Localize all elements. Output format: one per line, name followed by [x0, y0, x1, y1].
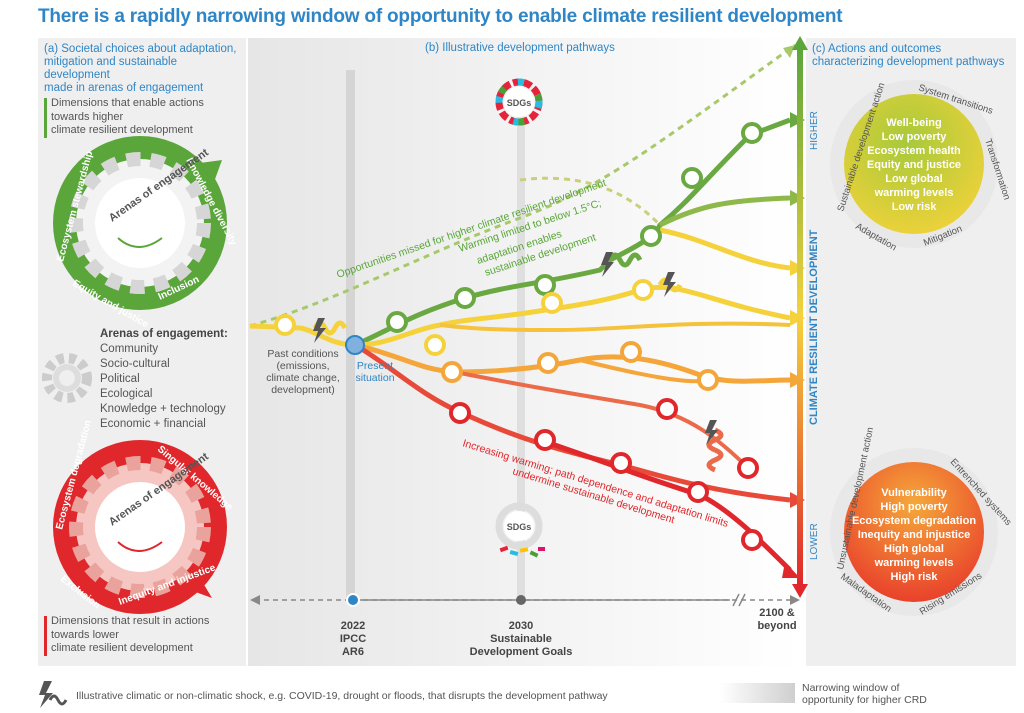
missed-branch — [519, 176, 662, 227]
good-outcome-item: Ecosystem health — [867, 145, 961, 157]
good-outcome-item: Well-being — [886, 117, 942, 129]
timeline-sub: IPCC — [339, 633, 367, 645]
arena-item: Political — [100, 373, 140, 385]
arena-item: Community — [100, 343, 159, 355]
present-line: situation — [355, 372, 395, 384]
orange-pathway — [354, 342, 791, 384]
panel-a-heading-line: made in arenas of engagement — [44, 82, 204, 94]
result-dimensions-text: Dimensions that result in actions toward… — [51, 615, 209, 656]
timeline-sub: beyond — [757, 620, 797, 632]
bad-outcome-circle — [830, 448, 998, 616]
year-2030-line — [517, 110, 525, 600]
sdg-wheel-top-icon — [495, 78, 543, 126]
good-outcomes-list: Well-being Low poverty Ecosystem health … — [854, 116, 974, 214]
higher-label: HIGHER — [809, 111, 820, 150]
present-line: Present — [356, 360, 394, 372]
green-gear-diagram — [53, 136, 227, 310]
window-legend-text: Narrowing window of opportunity for high… — [802, 682, 927, 706]
pathway-gear-icons — [274, 122, 763, 551]
enable-indicator-bar — [44, 98, 47, 138]
panel-a-heading-line: mitigation and sustainable development — [44, 56, 177, 81]
bad-outcome-item: High global — [884, 543, 944, 555]
panel-b-heading: (b) Illustrative development pathways — [425, 42, 615, 54]
arenas-heading: Arenas of engagement: — [100, 328, 228, 340]
past-conditions-label: Past conditions (emissions, climate chan… — [258, 348, 348, 396]
timeline-sub: Development Goals — [469, 646, 573, 658]
good-outcome-circle — [830, 80, 998, 248]
crd-axis-label: CLIMATE RESILIENT DEVELOPMENT — [808, 229, 820, 425]
bad-outcome-item: Vulnerability — [881, 487, 947, 499]
window-legend-line: Narrowing window of — [802, 682, 900, 694]
good-outcome-item: warming levels — [874, 187, 954, 199]
page-title: There is a rapidly narrowing window of o… — [38, 6, 843, 27]
arena-item: Economic + financial — [100, 418, 206, 430]
arenas-gear-icon — [42, 353, 92, 403]
missed-opportunity-path — [249, 43, 796, 328]
sdg-bottom-label: SDGs — [507, 522, 532, 532]
marker-2030 — [516, 595, 526, 605]
enable-line: climate resilient development — [51, 124, 193, 136]
sdg-top-label: SDGs — [507, 98, 532, 108]
shock-legend-text: Illustrative climatic or non-climatic sh… — [76, 690, 608, 702]
past-line: Past conditions — [267, 348, 339, 360]
arena-item: Ecological — [100, 388, 153, 400]
timeline-2022: 2022 IPCC AR6 — [323, 620, 383, 659]
past-line: climate change, — [266, 372, 340, 384]
arena-item: Socio-cultural — [100, 358, 170, 370]
shock-lightning-icons — [313, 252, 718, 445]
enable-dimensions-text: Dimensions that enable actions towards h… — [51, 97, 204, 138]
panel-c-heading: (c) Actions and outcomes characterizing … — [812, 43, 1016, 69]
past-line: development) — [271, 384, 335, 396]
timeline-year: 2100 & — [759, 607, 795, 619]
bad-outcome-item: warming levels — [874, 557, 954, 569]
bad-outcome-item: High poverty — [880, 501, 948, 513]
window-legend-line: opportunity for higher CRD — [802, 694, 927, 706]
timeline-2030: 2030 Sustainable Development Goals — [461, 620, 581, 659]
arenas-list: Arenas of engagement: Community Socio-cu… — [100, 327, 228, 432]
crd-axis — [797, 48, 803, 586]
good-outcome-item: Low poverty — [881, 131, 947, 143]
green-pathway — [354, 117, 791, 348]
bad-outcome-item: High risk — [890, 571, 938, 583]
result-line: towards lower — [51, 628, 119, 641]
panel-c-heading-line: characterizing development pathways — [812, 56, 1005, 68]
bad-outcome-item: Ecosystem degradation — [851, 515, 977, 527]
present-situation-node — [345, 335, 365, 355]
arena-item: Knowledge + technology — [100, 403, 226, 415]
marker-2022 — [346, 593, 360, 607]
enable-line: towards higher — [51, 110, 124, 123]
result-indicator-bar — [44, 616, 47, 656]
bad-outcomes-list: Vulnerability High poverty Ecosystem deg… — [849, 486, 979, 584]
result-line: climate resilient development — [51, 642, 193, 654]
panel-a-heading-line: (a) Societal choices about adaptation, — [44, 43, 237, 55]
red-gear-diagram — [53, 440, 227, 614]
timeline-2100: 2100 & beyond — [748, 607, 806, 633]
timeline-year: 2022 — [340, 620, 366, 632]
panel-a-heading: (a) Societal choices about adaptation, m… — [44, 43, 244, 95]
timeline-sub: AR6 — [341, 646, 364, 658]
good-outcome-item: Equity and justice — [866, 159, 962, 171]
result-line: Dimensions that result in actions — [51, 615, 210, 627]
window-legend-swatch — [720, 683, 795, 703]
good-outcome-item: Low global — [885, 173, 943, 185]
sdg-wheel-bottom-icon — [495, 502, 545, 558]
lower-label: LOWER — [809, 523, 820, 560]
present-situation-label: Present situation — [350, 360, 400, 384]
timeline-sub: Sustainable — [490, 633, 552, 645]
good-outcome-item: Low risk — [891, 201, 937, 213]
timeline-year: 2030 — [508, 620, 534, 632]
past-line: (emissions, — [276, 360, 330, 372]
year-2022-line — [346, 70, 355, 600]
enable-line: Dimensions that enable actions — [51, 97, 204, 109]
bad-outcome-item: Inequity and injustice — [857, 529, 971, 541]
shock-legend-icon — [39, 681, 68, 708]
panel-c-heading-line: (c) Actions and outcomes — [812, 43, 942, 55]
